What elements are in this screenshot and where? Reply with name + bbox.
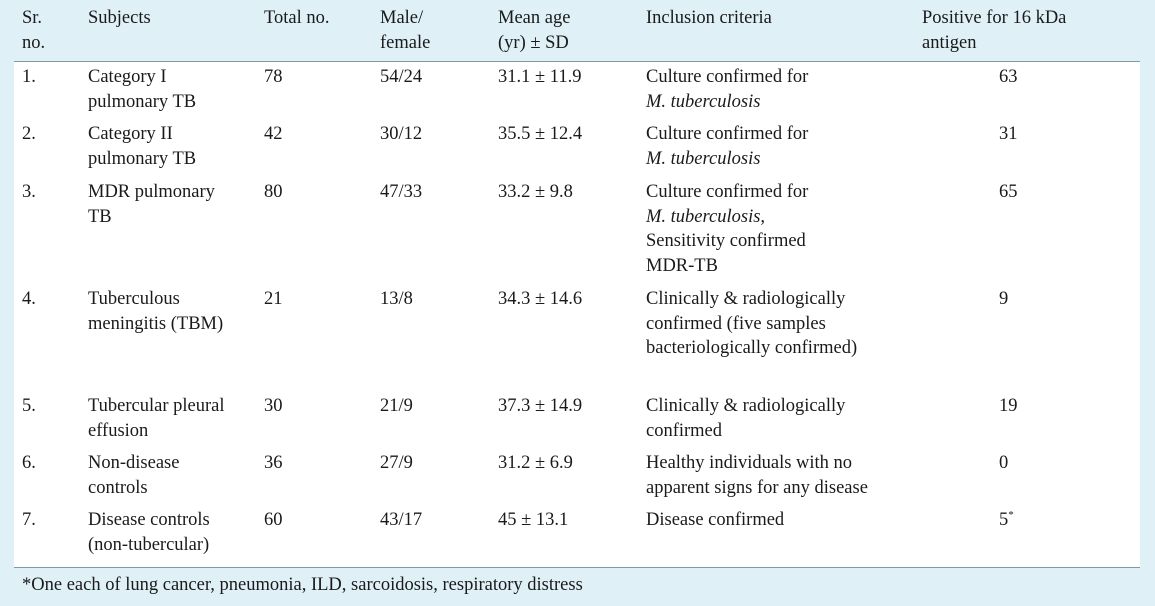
table-footnote: *One each of lung cancer, pneumonia, ILD… [22,575,583,595]
cell-mean-age: 31.2 ± 6.9 [498,453,573,473]
cell-inclusion-criteria: M. tuberculosis [646,148,761,169]
cell-subject: Category I [88,67,167,87]
cell-mean-age: 34.3 ± 14.6 [498,289,583,309]
header-sr: Sr. no. [22,8,46,53]
cell-positive-count: 5* [999,509,1014,531]
cell-male-female: 30/12 [380,124,423,144]
cell-inclusion-criteria: MDR-TB [646,255,718,276]
cell-male-female: 21/9 [380,396,413,416]
cell-subject: (non-tubercular) [88,534,210,555]
cell-positive-count: 19 [999,396,1018,416]
cell-subject: Tubercular pleural [88,396,225,416]
header-inclusion-criteria: Inclusion criteria [646,8,772,28]
cell-inclusion-criteria: Culture confirmed for [646,124,809,144]
cell-inclusion-criteria: Clinically & radiologically [646,396,846,416]
cell-inclusion-criteria: Disease confirmed [646,510,785,530]
cell-total-no: 80 [264,182,283,202]
header-male-female: Male/female [380,8,431,53]
cell-sr-no: 5. [22,396,36,416]
cell-inclusion-criteria: Culture confirmed for [646,182,809,202]
cell-sr-no: 7. [22,510,36,530]
cell-inclusion-criteria: confirmed [646,420,723,441]
header-total: Total no. [264,8,330,28]
table-body-band [14,62,1140,567]
header-positive-16kda: Positive for 16 kDa antigen [922,8,1067,53]
cell-sr-no: 3. [22,182,36,202]
header-rule [14,61,1140,62]
footnote-marker: * [1008,509,1014,521]
cell-mean-age: 33.2 ± 9.8 [498,182,573,202]
cell-inclusion-criteria: Healthy individuals with no [646,453,853,473]
cell-subject: Category II [88,124,173,144]
cell-subject: MDR pulmonary [88,182,215,202]
cell-positive-count: 63 [999,67,1018,87]
cell-positive-count: 9 [999,289,1009,309]
cell-sr-no: 6. [22,453,36,473]
cell-positive-count: 31 [999,124,1018,144]
cell-inclusion-criteria: confirmed (five samples [646,313,826,334]
header-subjects: Subjects [88,8,151,28]
cell-male-female: 13/8 [380,289,413,309]
cell-positive-count: 0 [999,453,1009,473]
cell-mean-age: 31.1 ± 11.9 [498,67,582,87]
cell-subject: Tuberculous [88,289,180,309]
cell-inclusion-criteria: Culture confirmed for [646,67,809,87]
cell-total-no: 60 [264,510,283,530]
cell-subject: effusion [88,420,149,441]
cell-total-no: 36 [264,453,283,473]
cell-inclusion-criteria: M. tuberculosis [646,91,761,112]
cell-mean-age: 35.5 ± 12.4 [498,124,583,144]
cell-total-no: 42 [264,124,283,144]
cell-mean-age: 37.3 ± 14.9 [498,396,583,416]
header-mean-age: Mean age (yr) ± SD [498,8,571,53]
footer-rule [14,567,1140,568]
cell-subject: Non-disease [88,453,180,473]
cell-total-no: 78 [264,67,283,87]
cell-subject: controls [88,477,148,498]
cell-subject: pulmonary TB [88,91,197,112]
cell-inclusion-criteria: Sensitivity confirmed [646,231,806,251]
cell-inclusion-criteria: bacteriologically confirmed) [646,338,858,358]
cell-sr-no: 2. [22,124,36,144]
cell-total-no: 21 [264,289,283,309]
cell-male-female: 54/24 [380,67,423,87]
cell-inclusion-criteria: M. tuberculosis, [646,206,766,227]
cell-male-female: 43/17 [380,510,423,530]
cell-sr-no: 1. [22,67,36,87]
cell-male-female: 47/33 [380,182,423,202]
cell-subject: TB [88,206,112,227]
cell-male-female: 27/9 [380,453,413,473]
cell-inclusion-criteria: apparent signs for any disease [646,477,868,498]
cell-sr-no: 4. [22,289,36,309]
cell-total-no: 30 [264,396,283,416]
cell-subject: pulmonary TB [88,148,197,169]
cell-subject: meningitis (TBM) [88,313,224,334]
cell-positive-count: 65 [999,182,1018,202]
header-band [0,0,1140,60]
cell-mean-age: 45 ± 13.1 [498,510,569,530]
cell-inclusion-criteria: Clinically & radiologically [646,289,846,309]
cell-subject: Disease controls [88,510,210,530]
